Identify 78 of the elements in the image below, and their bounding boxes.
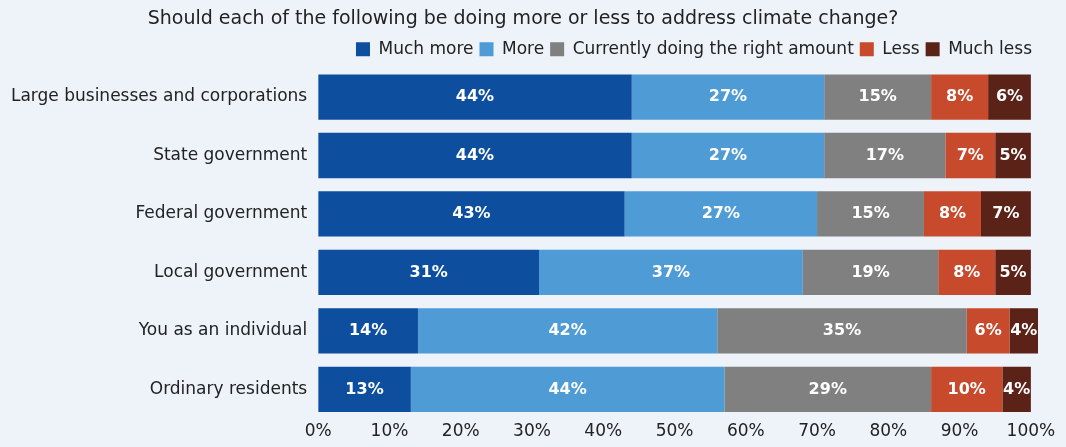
data-label: 4% — [1003, 378, 1031, 398]
x-tick-label: 0% — [304, 420, 332, 441]
bar — [539, 249, 803, 296]
data-label: 42% — [548, 320, 587, 340]
bar — [717, 308, 967, 354]
bar — [824, 74, 932, 120]
data-label: 44% — [548, 378, 587, 398]
data-label: 27% — [701, 203, 740, 223]
bar — [318, 191, 625, 237]
data-label: 5% — [999, 144, 1027, 164]
x-tick-label: 100% — [1006, 420, 1056, 441]
data-label: 43% — [452, 203, 491, 223]
bar — [318, 249, 540, 296]
legend-label: Currently doing the right amount — [572, 37, 855, 58]
data-label: 10% — [947, 378, 986, 398]
bar — [624, 191, 818, 237]
data-label: 8% — [953, 261, 981, 281]
x-tick-label: 80% — [869, 420, 908, 441]
bar — [724, 366, 932, 413]
data-label: 15% — [858, 86, 897, 106]
y-tick-label: Federal government — [135, 202, 308, 223]
data-label: 37% — [651, 261, 691, 281]
x-tick-label: 30% — [513, 420, 551, 441]
y-tick-label: Ordinary residents — [149, 377, 308, 398]
legend-label: Less — [882, 37, 920, 58]
data-label: 5% — [999, 261, 1027, 281]
bar — [802, 249, 939, 296]
data-label: 15% — [851, 203, 890, 223]
data-label: 8% — [946, 86, 974, 106]
data-label: 6% — [974, 320, 1002, 340]
x-tick-label: 40% — [584, 420, 623, 441]
bar — [931, 366, 1003, 413]
data-label: 14% — [348, 320, 388, 340]
y-tick-label: Large businesses and corporations — [10, 85, 308, 106]
y-tick-label: You as an individual — [137, 319, 308, 340]
legend-label: Much more — [378, 37, 474, 58]
data-label: 19% — [851, 261, 890, 281]
data-label: 7% — [992, 203, 1020, 223]
x-tick-label: 70% — [798, 420, 836, 441]
y-tick-label: State government — [153, 143, 308, 164]
bar — [931, 74, 989, 120]
bar — [938, 249, 996, 296]
data-label: 31% — [409, 261, 448, 281]
chart-title: Should each of the following be doing more or less to address climate change? — [147, 6, 899, 29]
bar — [631, 74, 825, 120]
data-label: 13% — [345, 378, 384, 398]
bar — [318, 308, 418, 354]
data-label: 4% — [1010, 320, 1038, 340]
bar — [318, 366, 411, 413]
bar — [988, 74, 1031, 120]
bar — [417, 308, 718, 354]
data-label: 17% — [865, 144, 904, 164]
bar — [318, 74, 632, 120]
bar — [631, 132, 825, 179]
x-tick-label: 20% — [441, 420, 480, 441]
x-tick-label: 10% — [370, 420, 409, 441]
bar — [923, 191, 981, 237]
bar — [318, 132, 632, 179]
x-tick-label: 60% — [726, 420, 765, 441]
data-label: 35% — [822, 320, 862, 340]
x-tick-label: 90% — [940, 420, 979, 441]
data-label: 27% — [708, 86, 748, 106]
data-label: 7% — [956, 144, 984, 164]
x-tick-label: 50% — [655, 420, 694, 441]
bar — [824, 132, 946, 179]
bar — [410, 366, 725, 413]
legend-label: Much less — [948, 37, 1033, 58]
data-label: 27% — [708, 144, 748, 164]
bar — [817, 191, 924, 237]
bar — [980, 191, 1031, 237]
legend-label: More — [501, 37, 545, 58]
y-tick-label: Local government — [154, 260, 308, 281]
data-label: 44% — [455, 86, 495, 106]
bar — [945, 132, 996, 179]
data-label: 8% — [938, 203, 967, 223]
data-label: 6% — [995, 86, 1024, 106]
data-label: 29% — [808, 378, 847, 398]
data-label: 44% — [455, 144, 495, 164]
